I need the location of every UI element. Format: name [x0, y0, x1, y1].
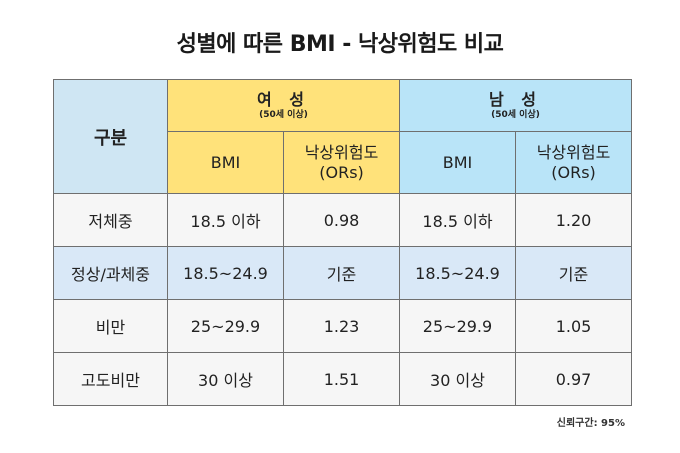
row-label: 비만	[53, 299, 168, 353]
female-risk-header-label: 낙상위험도	[304, 142, 379, 162]
male-bmi-header-label: BMI	[442, 152, 473, 172]
header-category: 구분	[53, 79, 168, 194]
female-group-title: 여 성	[256, 89, 310, 109]
male-bmi-cell: 25~29.9	[399, 299, 516, 353]
female-risk-header-unit: (ORs)	[319, 162, 364, 182]
male-group-subtitle: (50세 이상)	[491, 109, 540, 120]
female-bmi-header-label: BMI	[210, 152, 241, 172]
male-bmi-cell: 18.5 이하	[399, 193, 516, 247]
row-label: 정상/과체중	[53, 246, 168, 300]
header-male-group: 남 성 (50세 이상)	[399, 79, 632, 132]
male-risk-cell: 1.05	[515, 299, 632, 353]
male-risk-header: 낙상위험도 (ORs)	[515, 131, 632, 194]
male-group-title: 남 성	[488, 89, 542, 109]
male-bmi-header: BMI	[399, 131, 516, 194]
female-risk-cell: 0.98	[283, 193, 400, 247]
table-row-obese: 비만 25~29.9 1.23 25~29.9 1.05	[53, 299, 632, 353]
female-bmi-cell: 30 이상	[167, 352, 284, 406]
table-row-normal-overweight: 정상/과체중 18.5~24.9 기준 18.5~24.9 기준	[53, 246, 632, 300]
male-risk-header-label: 낙상위험도	[536, 142, 611, 162]
header-female-group: 여 성 (50세 이상)	[167, 79, 400, 132]
female-bmi-cell: 18.5~24.9	[167, 246, 284, 300]
row-label: 저체중	[53, 193, 168, 247]
female-bmi-cell: 18.5 이하	[167, 193, 284, 247]
female-risk-cell: 1.51	[283, 352, 400, 406]
male-risk-cell: 0.97	[515, 352, 632, 406]
male-risk-header-unit: (ORs)	[551, 162, 596, 182]
female-risk-cell: 1.23	[283, 299, 400, 353]
table-row-underweight: 저체중 18.5 이하 0.98 18.5 이하 1.20	[53, 193, 632, 247]
male-risk-cell: 기준	[515, 246, 632, 300]
bmi-fall-risk-table: 구분 여 성 (50세 이상) 남 성 (50세 이상) BMI 낙상위험도 (…	[53, 79, 632, 406]
row-label: 고도비만	[53, 352, 168, 406]
female-risk-header: 낙상위험도 (ORs)	[283, 131, 400, 194]
female-bmi-header: BMI	[167, 131, 284, 194]
male-risk-cell: 1.20	[515, 193, 632, 247]
female-risk-cell: 기준	[283, 246, 400, 300]
female-bmi-cell: 25~29.9	[167, 299, 284, 353]
confidence-interval-note: 신뢰구간: 95%	[556, 418, 625, 429]
table-row-severely-obese: 고도비만 30 이상 1.51 30 이상 0.97	[53, 352, 632, 406]
female-group-subtitle: (50세 이상)	[259, 109, 308, 120]
male-bmi-cell: 30 이상	[399, 352, 516, 406]
male-bmi-cell: 18.5~24.9	[399, 246, 516, 300]
page-title: 성별에 따른 BMI - 낙상위험도 비교	[176, 32, 504, 57]
